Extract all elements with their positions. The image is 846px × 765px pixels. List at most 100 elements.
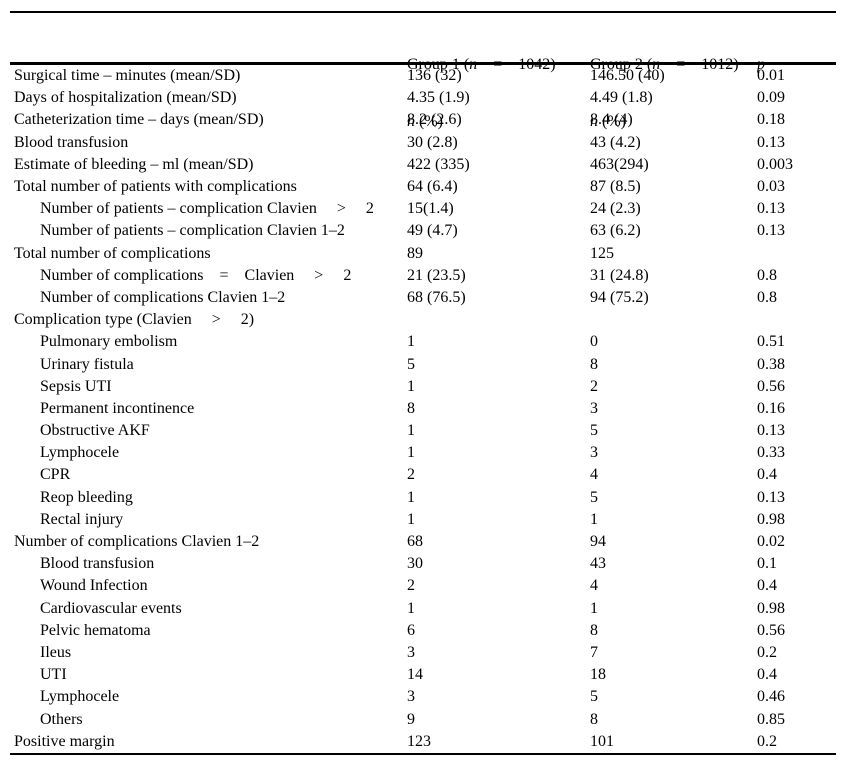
group1-value: 1 <box>407 333 415 351</box>
group1-value: 68 (76.5) <box>407 288 466 306</box>
group2-value: 4 <box>590 466 598 484</box>
p-value: 0.16 <box>757 399 785 417</box>
header-group2-line2: n (%) <box>590 111 757 132</box>
table-row: Catheterization time – days (mean/SD) 8.… <box>10 109 836 131</box>
table-row: Rectal injury 1 1 0.98 <box>10 509 836 531</box>
group1-value: 14 <box>407 666 423 684</box>
p-value: 0.8 <box>757 266 777 284</box>
row-label: Sepsis UTI <box>40 377 112 395</box>
group1-value: 49 (4.7) <box>407 222 458 240</box>
p-value: 0.4 <box>757 466 777 484</box>
group2-value: 94 (75.2) <box>590 288 649 306</box>
group1-value: 3 <box>407 643 415 661</box>
header-group2-n-var: n <box>652 56 661 73</box>
group2-value: 18 <box>590 666 606 684</box>
p-value: 0.18 <box>757 111 785 129</box>
table-row: Sepsis UTI 1 2 0.56 <box>10 376 836 398</box>
group2-value: 63 (6.2) <box>590 222 641 240</box>
table-row: Estimate of bleeding – ml (mean/SD) 422 … <box>10 154 836 176</box>
header-group2-count: = 1012) <box>660 56 739 73</box>
p-value: 0.38 <box>757 355 785 373</box>
row-label: CPR <box>40 466 71 484</box>
group2-value: 43 <box>590 555 606 573</box>
table-row: Number of patients – complication Clavie… <box>10 220 836 242</box>
group2-value: 4 <box>590 577 598 595</box>
table-row: Permanent incontinence 8 3 0.16 <box>10 398 836 420</box>
group2-value: 3 <box>590 399 598 417</box>
p-value: 0.03 <box>757 178 785 196</box>
p-value: 0.13 <box>757 222 785 240</box>
group2-value: 3 <box>590 444 598 462</box>
group2-value: 1 <box>590 599 598 617</box>
header-group1-line1: Group 1 (n = 1042) <box>407 54 590 75</box>
row-label: Lymphocele <box>40 444 120 462</box>
row-label: Others <box>40 710 83 728</box>
table-row: Wound Infection 2 4 0.4 <box>10 575 836 597</box>
comparison-table: Group 1 (n = 1042) n (%) Group 2 (n = 10… <box>10 11 836 755</box>
row-label: Permanent incontinence <box>40 399 195 417</box>
group1-value: 1 <box>407 599 415 617</box>
row-label: Positive margin <box>14 732 115 750</box>
row-label: Complication type (Clavien > 2) <box>14 311 255 329</box>
table-row: Ileus 3 7 0.2 <box>10 642 836 664</box>
row-label: Blood transfusion <box>40 555 155 573</box>
p-value: 0.09 <box>757 89 785 107</box>
group2-value: 8 <box>590 710 598 728</box>
row-label: Surgical time – minutes (mean/SD) <box>14 67 241 85</box>
p-value: 0.1 <box>757 555 777 573</box>
table-row: Number of complications Clavien 1–2 68 9… <box>10 531 836 553</box>
table-row: UTI 14 18 0.4 <box>10 664 836 686</box>
p-value: 0.13 <box>757 200 785 218</box>
table-row: Number of patients – complication Clavie… <box>10 198 836 220</box>
row-label: Blood transfusion <box>14 133 129 151</box>
p-value: 0.8 <box>757 288 777 306</box>
table-row: CPR 2 4 0.4 <box>10 464 836 486</box>
header-group1-n-var: n <box>469 56 478 73</box>
group2-value: 2 <box>590 377 598 395</box>
group1-value: 30 (2.8) <box>407 133 458 151</box>
table-row: Positive margin 123 101 0.2 <box>10 731 836 753</box>
group1-value: 6 <box>407 621 415 639</box>
p-value: 0.003 <box>757 155 793 173</box>
row-label: Catheterization time – days (mean/SD) <box>14 111 264 129</box>
row-label: UTI <box>40 666 67 684</box>
top-rule <box>10 11 836 13</box>
table-row: Surgical time – minutes (mean/SD) 136 (3… <box>10 65 836 87</box>
p-value: 0.56 <box>757 377 785 395</box>
table-row: Obstructive AKF 1 5 0.13 <box>10 420 836 442</box>
header-group1: Group 1 (n = 1042) n (%) <box>407 18 590 168</box>
group1-value: 4.35 (1.9) <box>407 89 470 107</box>
group2-value: 43 (4.2) <box>590 133 641 151</box>
header-group2-line1: Group 2 (n = 1012) <box>590 54 757 75</box>
header-group1-count: = 1042) <box>477 56 556 73</box>
header-group2-n-var2: n <box>590 113 598 130</box>
table-row: Total number of complications 89 125 <box>10 243 836 265</box>
header-group1-prefix: Group 1 ( <box>407 56 470 73</box>
header-group2: Group 2 (n = 1012) n (%) <box>590 18 757 168</box>
table-row: Blood transfusion 30 (2.8) 43 (4.2) 0.13 <box>10 132 836 154</box>
group1-value: 1 <box>407 488 415 506</box>
header-p-var: p <box>757 56 765 73</box>
group1-value: 68 <box>407 533 423 551</box>
row-label: Obstructive AKF <box>40 422 150 440</box>
row-label: Number of complications Clavien 1–2 <box>14 533 260 551</box>
table-row: Number of complications = Clavien > 2 21… <box>10 265 836 287</box>
group1-value: 21 (23.5) <box>407 266 466 284</box>
header-group1-line2: n (%) <box>407 111 590 132</box>
table-body: Surgical time – minutes (mean/SD) 136 (3… <box>10 65 836 753</box>
table-row: Blood transfusion 30 43 0.1 <box>10 553 836 575</box>
group1-value: 3 <box>407 688 415 706</box>
group2-value: 4.49 (1.8) <box>590 89 653 107</box>
table-row: Cardiovascular events 1 1 0.98 <box>10 598 836 620</box>
p-value: 0.33 <box>757 444 785 462</box>
group1-value: 2 <box>407 466 415 484</box>
group2-value: 8 <box>590 355 598 373</box>
p-value: 0.13 <box>757 488 785 506</box>
group2-value: 5 <box>590 488 598 506</box>
group1-value: 2 <box>407 577 415 595</box>
header-group1-pct: (%) <box>415 113 443 130</box>
p-value: 0.2 <box>757 643 777 661</box>
table-row: Lymphocele 1 3 0.33 <box>10 442 836 464</box>
p-value: 0.4 <box>757 577 777 595</box>
group1-value: 422 (335) <box>407 155 470 173</box>
